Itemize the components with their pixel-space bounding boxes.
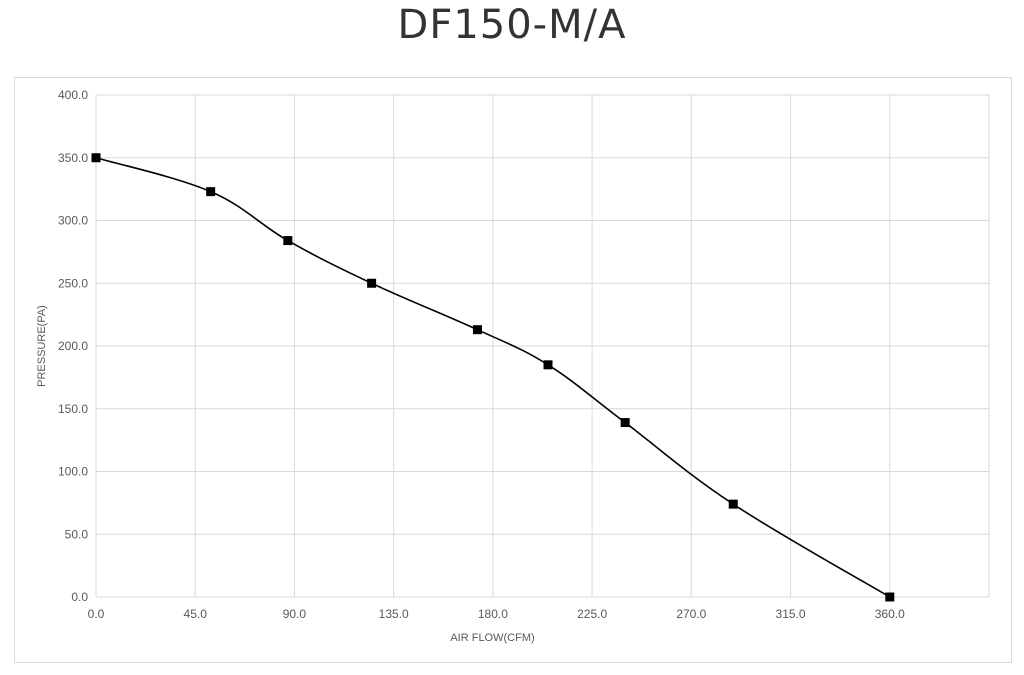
data-point xyxy=(620,418,630,428)
chart-title: DF150-M/A xyxy=(397,2,627,48)
x-tick-label: 135.0 xyxy=(379,607,409,621)
y-tick-label: 0.0 xyxy=(71,590,88,604)
y-tick-label: 50.0 xyxy=(65,527,89,541)
data-point xyxy=(543,360,553,370)
x-tick-label: 360.0 xyxy=(875,607,905,621)
x-tick-label: 180.0 xyxy=(478,607,508,621)
y-tick-label: 250.0 xyxy=(58,276,88,290)
x-tick-label: 315.0 xyxy=(776,607,806,621)
x-axis-label: AIR FLOW(CFM) xyxy=(450,632,534,644)
x-tick-label: 45.0 xyxy=(184,607,208,621)
y-tick-label: 300.0 xyxy=(58,214,88,228)
y-tick-label: 400.0 xyxy=(58,88,88,102)
tick-labels: 0.0 45.0 90.0 135.0 180.0 225.0 270.0 315.0 360.… xyxy=(58,88,905,621)
data-point xyxy=(206,187,216,197)
y-axis-label: PRESSURE(PA) xyxy=(36,305,48,387)
x-tick-label: 270.0 xyxy=(676,607,706,621)
series xyxy=(91,153,895,602)
x-tick-label: 225.0 xyxy=(577,607,607,621)
data-point xyxy=(728,499,738,509)
y-tick-label: 150.0 xyxy=(58,402,88,416)
data-point xyxy=(367,278,377,288)
grid xyxy=(95,94,990,598)
data-point xyxy=(472,325,482,335)
x-tick-label: 90.0 xyxy=(283,607,307,621)
data-point xyxy=(885,592,895,602)
data-point xyxy=(91,153,101,163)
data-point xyxy=(283,236,293,246)
chart-frame xyxy=(14,77,1012,663)
y-tick-label: 350.0 xyxy=(58,151,88,165)
y-tick-label: 100.0 xyxy=(58,465,88,479)
y-tick-label: 200.0 xyxy=(58,339,88,353)
x-tick-label: 0.0 xyxy=(88,607,105,621)
